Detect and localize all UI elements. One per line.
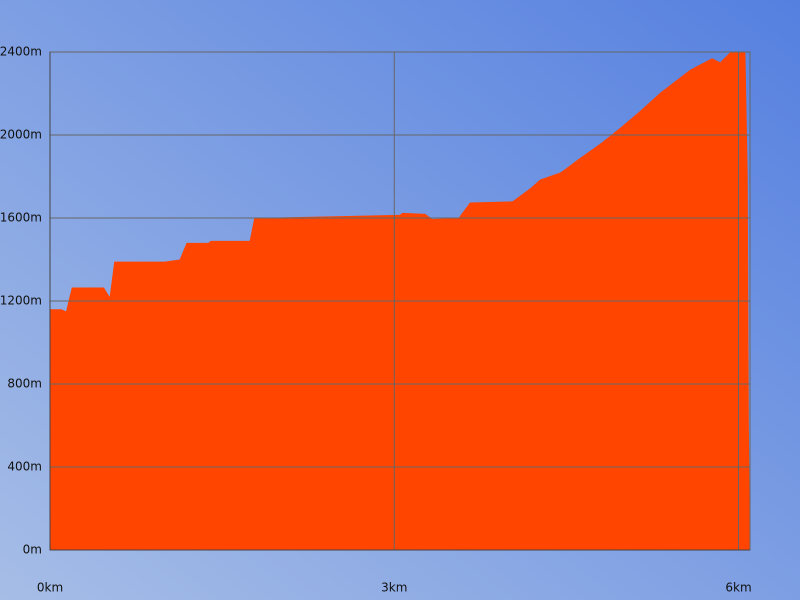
y-tick-label: 0m xyxy=(23,543,42,557)
y-tick-label: 800m xyxy=(7,377,42,391)
x-tick-label: 3km xyxy=(381,581,407,595)
y-tick-label: 400m xyxy=(7,460,42,474)
y-tick-label: 1600m xyxy=(0,211,42,225)
y-tick-label: 2400m xyxy=(0,45,42,59)
y-tick-label: 1200m xyxy=(0,294,42,308)
x-tick-label: 0km xyxy=(37,581,63,595)
x-tick-label: 6km xyxy=(725,581,751,595)
y-tick-label: 2000m xyxy=(0,128,42,142)
labels: 0m 400m 800m 1200m 1600m 2000m 2400m 0km 3km 6km xyxy=(0,45,752,595)
